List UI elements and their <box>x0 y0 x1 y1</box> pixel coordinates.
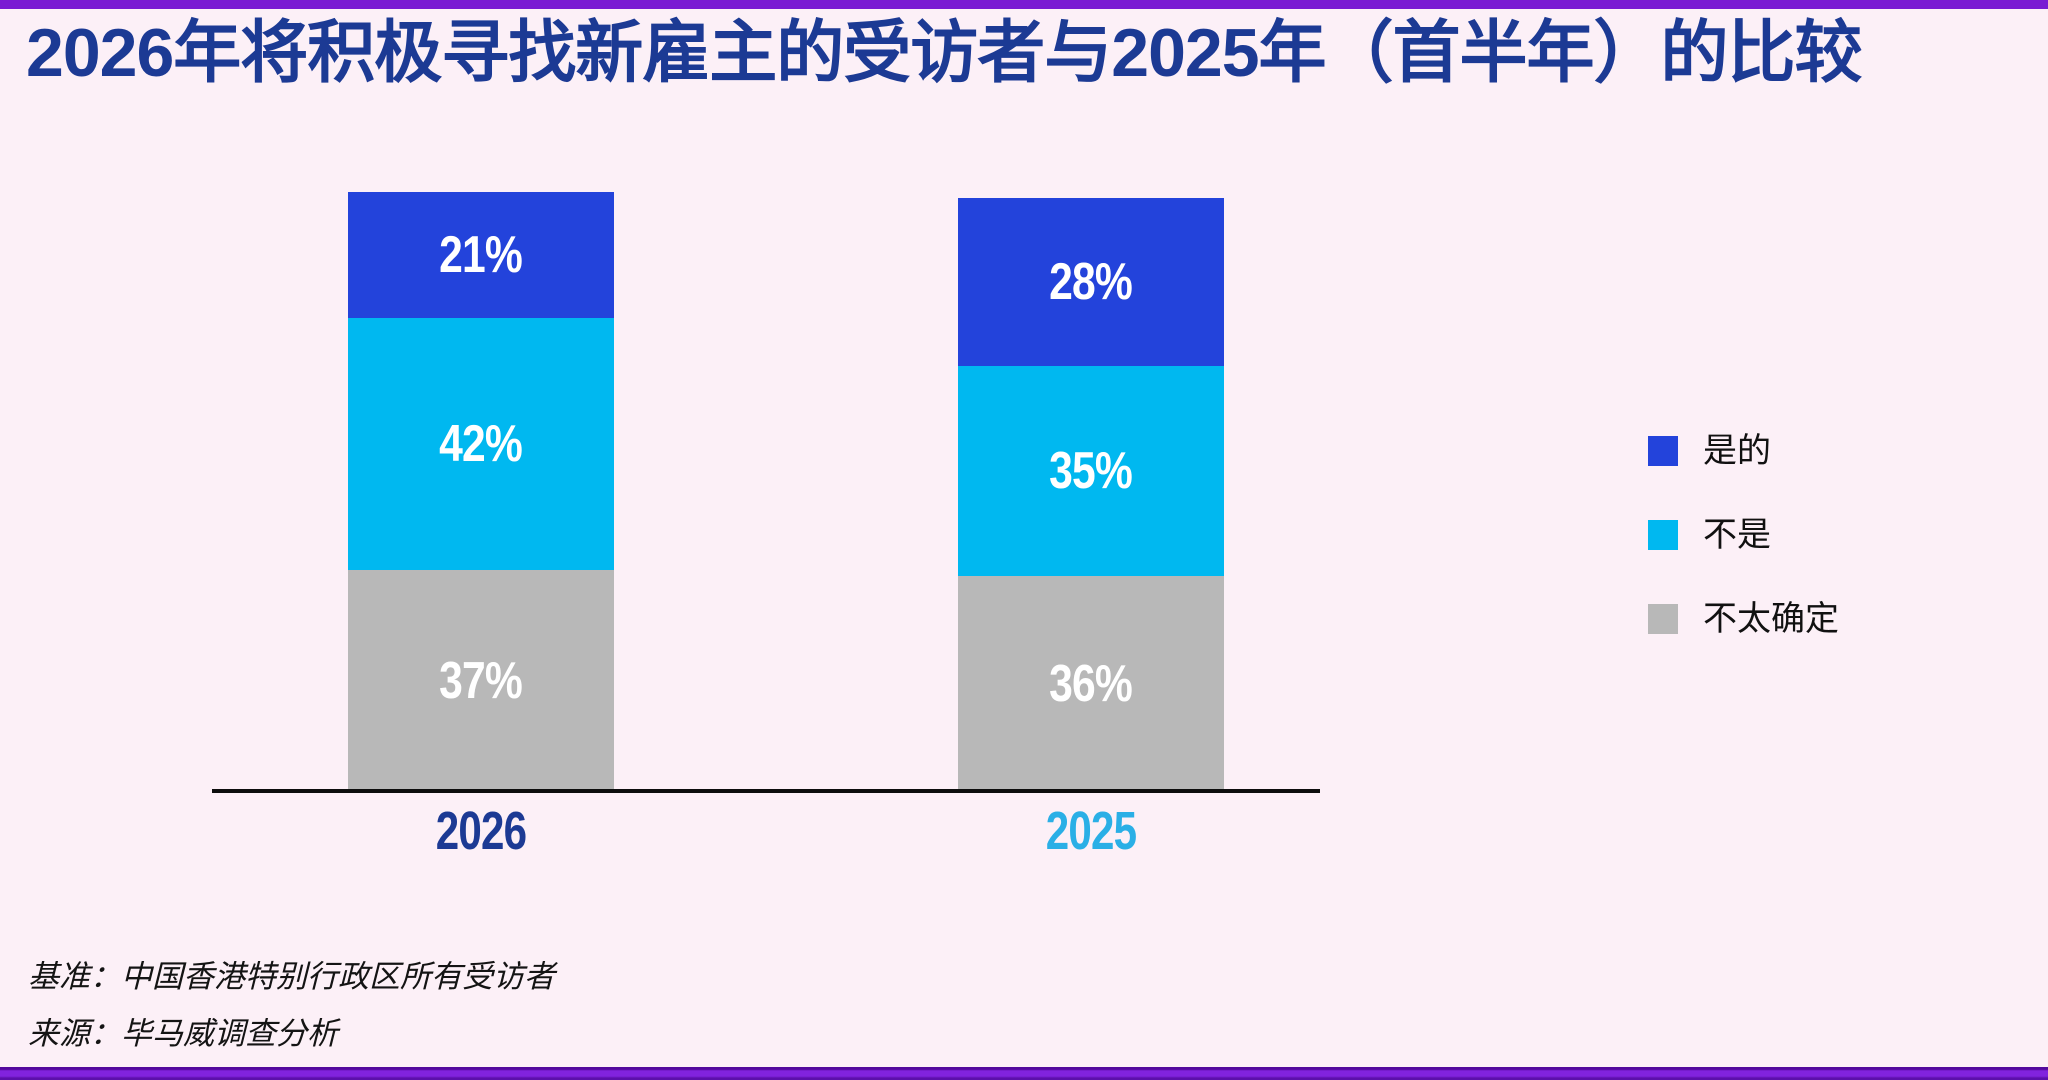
legend-label: 不是 <box>1703 516 1771 554</box>
segment-notsure-2025: 36% <box>958 576 1224 792</box>
segment-value-label: 37% <box>439 652 524 710</box>
segment-value-label: 42% <box>439 415 524 473</box>
chart-title: 2026年将积极寻找新雇主的受访者与2025年（首半年）的比较 <box>26 15 1863 91</box>
legend-swatch-yes <box>1648 436 1678 466</box>
stacked-bar-2026: 21% 42% 37% <box>348 192 614 792</box>
legend-swatch-notsure <box>1648 604 1678 634</box>
footnote-base: 基准：中国香港特别行政区所有受访者 <box>28 959 555 994</box>
legend-item-no: 不是 <box>1648 516 1839 554</box>
stacked-bar-2025: 28% 35% 36% <box>958 198 1224 792</box>
legend-item-notsure: 不太确定 <box>1648 600 1839 638</box>
segment-value-label: 36% <box>1049 655 1134 713</box>
segment-value-label: 21% <box>439 226 524 284</box>
legend-label: 是的 <box>1703 432 1771 470</box>
legend-item-yes: 是的 <box>1648 432 1839 470</box>
x-axis-label-2026: 2026 <box>435 801 527 861</box>
segment-no-2025: 35% <box>958 366 1224 576</box>
legend-label: 不太确定 <box>1703 600 1839 638</box>
segment-yes-2026: 21% <box>348 192 614 318</box>
top-accent-bar <box>0 0 2048 9</box>
segment-yes-2025: 28% <box>958 198 1224 366</box>
legend-swatch-no <box>1648 520 1678 550</box>
x-axis-label-2025: 2025 <box>1045 801 1137 861</box>
segment-value-label: 28% <box>1049 253 1134 311</box>
x-axis-line <box>212 789 1320 793</box>
footnotes: 基准：中国香港特别行政区所有受访者 来源：毕马威调查分析 <box>28 948 555 1063</box>
segment-value-label: 35% <box>1049 442 1134 500</box>
segment-notsure-2026: 37% <box>348 570 614 792</box>
legend: 是的 不是 不太确定 <box>1648 432 1839 638</box>
bottom-accent-bar <box>0 1067 2048 1080</box>
segment-no-2026: 42% <box>348 318 614 570</box>
footnote-source: 来源：毕马威调查分析 <box>28 1016 338 1052</box>
